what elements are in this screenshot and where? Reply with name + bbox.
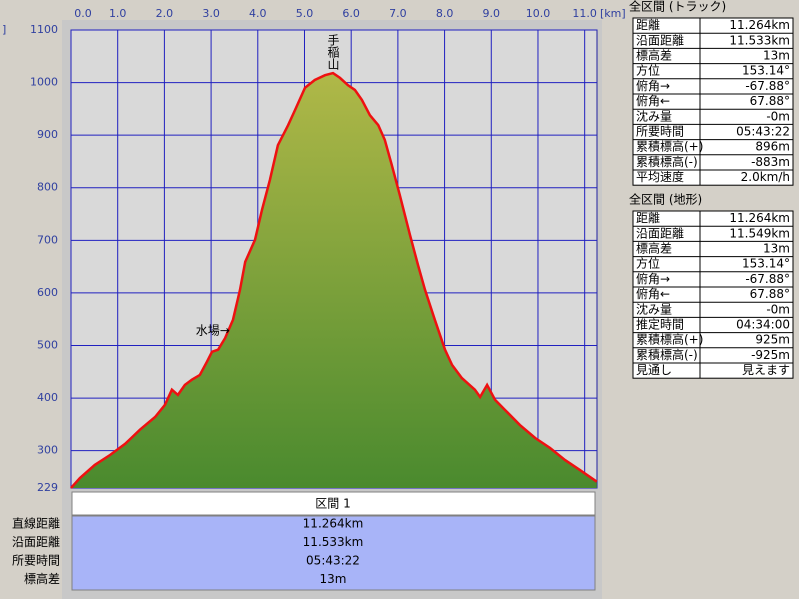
panel-value: 153.14°	[742, 257, 790, 271]
panel-label: 沿面距離	[636, 226, 684, 240]
panel-label: 累積標高(+)	[636, 139, 703, 154]
panel-label: 俯角←	[636, 93, 670, 108]
panel-label: 見通し	[636, 363, 672, 377]
y-tick-label: 1000	[30, 76, 58, 89]
panel-label: 俯角←	[636, 286, 670, 301]
panel-value: -67.88°	[745, 79, 790, 93]
row-value: 11.533km	[303, 535, 364, 549]
panel-value: 67.88°	[750, 287, 790, 301]
panel-table	[632, 17, 794, 186]
panel-label: 距離	[636, 18, 660, 32]
panel-value: 13m	[763, 49, 790, 63]
panel-value: 67.88°	[750, 94, 790, 108]
y-tick-label: 900	[37, 128, 58, 141]
y-tick-label: 300	[37, 444, 58, 457]
y-tick-label: 1100	[30, 23, 58, 36]
panel-label: 沈み量	[636, 301, 672, 316]
x-unit: [km]	[600, 7, 626, 20]
x-tick-label: 0.0	[74, 7, 92, 20]
profile-line	[70, 71, 598, 489]
panel-label: 俯角→	[636, 78, 670, 93]
panel-label: 沿面距離	[636, 33, 684, 47]
x-tick-label: 11.0	[572, 7, 597, 20]
panel-label: 累積標高(-)	[636, 347, 698, 362]
panel-label: 方位	[636, 256, 660, 271]
panel-label: 方位	[636, 63, 660, 78]
area-fill	[71, 73, 597, 488]
panel-value: 153.14°	[742, 64, 790, 78]
x-tick-label: 3.0	[202, 7, 220, 20]
panel-value: -67.88°	[745, 272, 790, 286]
y-unit: ]	[2, 23, 6, 36]
x-tick-label: 10.0	[526, 7, 551, 20]
row-label: 直線距離	[12, 516, 60, 531]
panel-label: 標高差	[636, 241, 672, 256]
panel-table	[632, 210, 794, 379]
y-tick-label: 229	[37, 481, 58, 494]
x-tick-label: 9.0	[483, 7, 501, 20]
row-value: 13m	[320, 572, 347, 586]
panel-label: 距離	[636, 211, 660, 225]
row-value: 05:43:22	[306, 554, 360, 568]
panel-value: -0m	[766, 302, 790, 316]
panel-value: 見えます	[742, 363, 790, 377]
x-tick-label: 4.0	[249, 7, 267, 20]
y-tick-label: 600	[37, 286, 58, 299]
y-tick-label: 400	[37, 391, 58, 404]
panel-value: 13m	[763, 242, 790, 256]
panel-value: 2.0km/h	[741, 170, 790, 184]
panel-label: 平均速度	[636, 169, 684, 184]
row-label: 所要時間	[12, 554, 60, 568]
panel-value: 896m	[755, 140, 790, 154]
table-body	[71, 515, 596, 591]
y-tick-label: 800	[37, 181, 58, 194]
x-tick-label: 7.0	[389, 7, 407, 20]
annotation: 水場→	[196, 323, 230, 337]
row-value: 11.264km	[303, 517, 364, 531]
table-header-cell	[71, 491, 596, 516]
table-header: 区間 1	[315, 497, 350, 511]
panel-value: 11.264km	[729, 211, 790, 225]
panel-title: 全区間 (地形)	[629, 192, 702, 207]
x-tick-label: 5.0	[296, 7, 314, 20]
row-label: 沿面距離	[12, 535, 60, 549]
panel-label: 累積標高(-)	[636, 154, 698, 169]
panel-value: -925m	[751, 348, 790, 362]
panel-value: 11.264km	[729, 18, 790, 32]
panel-value: 11.549km	[729, 226, 790, 240]
panel-value: 04:34:00	[736, 318, 790, 332]
y-tick-label: 500	[37, 338, 58, 351]
panel-value: 05:43:22	[736, 125, 790, 139]
x-tick-label: 1.0	[109, 7, 127, 20]
y-tick-label: 700	[37, 233, 58, 246]
panel-label: 推定時間	[636, 317, 684, 332]
panel-label: 所要時間	[636, 125, 684, 139]
panel-label: 沈み量	[636, 108, 672, 123]
panel-title: 全区間 (トラック)	[629, 0, 726, 14]
x-tick-label: 6.0	[342, 7, 360, 20]
panel-label: 累積標高(+)	[636, 332, 703, 347]
row-label: 標高差	[24, 571, 60, 586]
panel-label: 俯角→	[636, 271, 670, 286]
x-tick-label: 2.0	[156, 7, 174, 20]
peak-annotation: 手稲山	[326, 34, 340, 70]
panel-label: 標高差	[636, 48, 672, 63]
x-tick-label: 8.0	[436, 7, 454, 20]
panel-value: 11.533km	[729, 33, 790, 47]
panel-value: -883m	[751, 155, 790, 169]
panel-value: 925m	[755, 333, 790, 347]
panel-value: -0m	[766, 109, 790, 123]
